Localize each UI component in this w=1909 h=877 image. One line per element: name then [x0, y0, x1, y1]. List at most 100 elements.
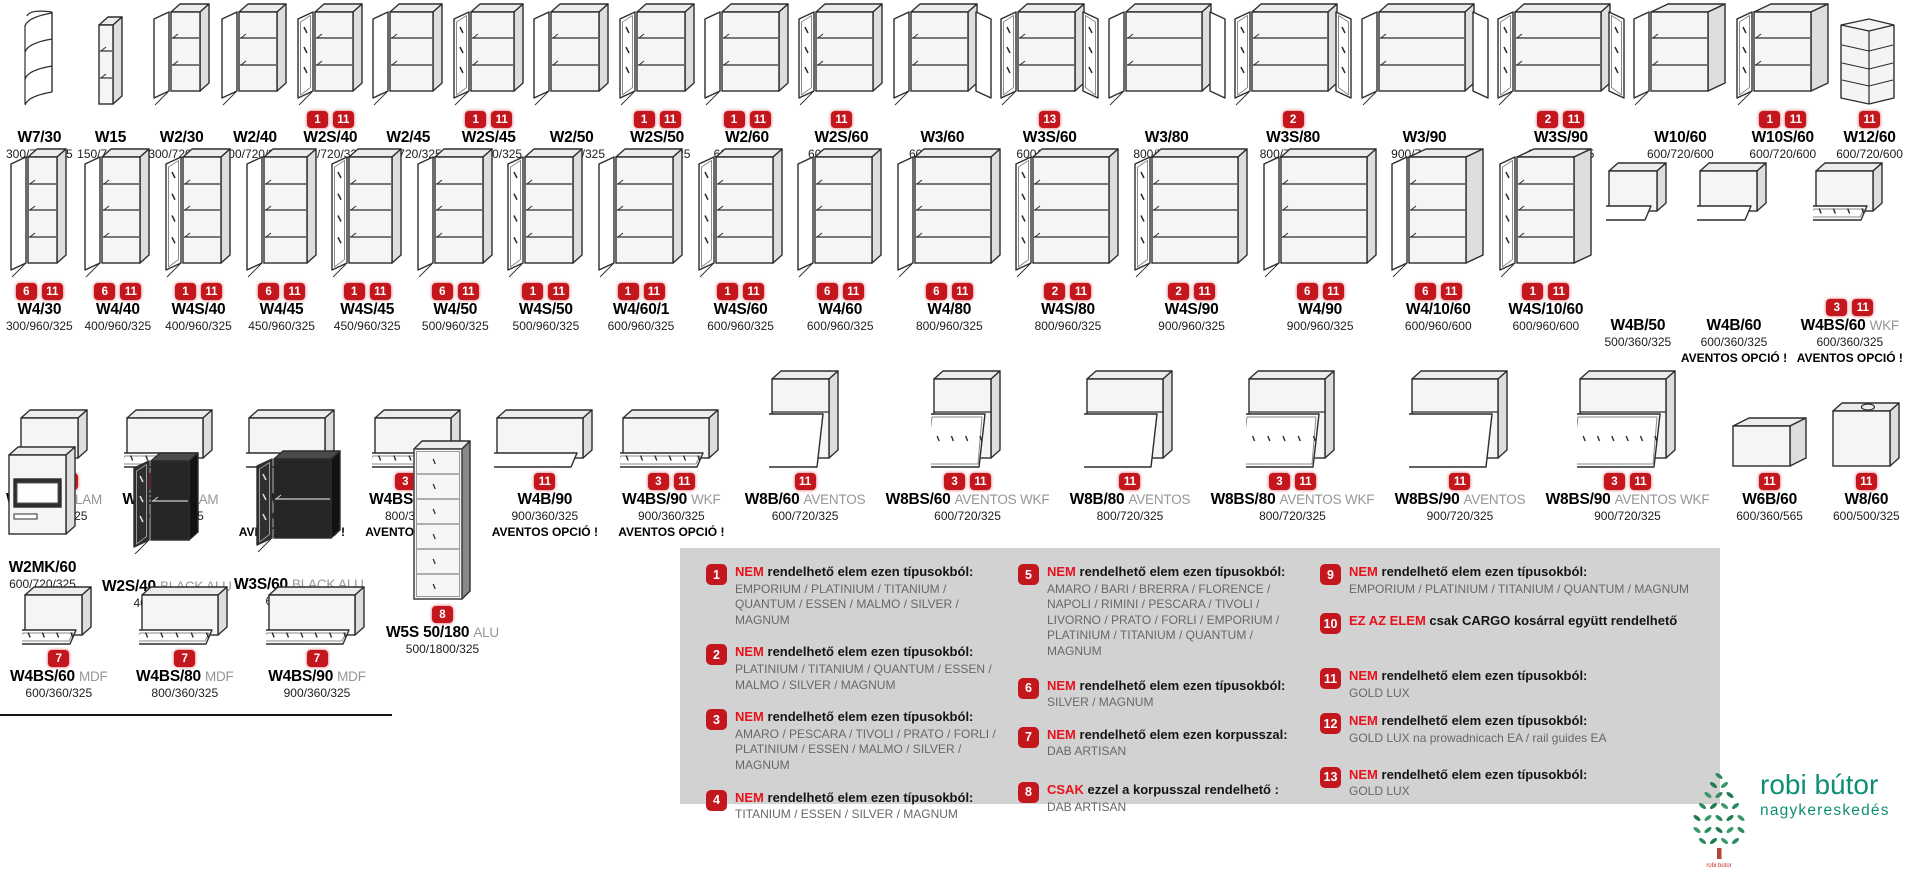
- item-name: W3S/90: [1533, 129, 1588, 146]
- item-name: W4BS/60 WKF: [1800, 317, 1900, 334]
- legend-keyword: NEM: [1349, 766, 1378, 782]
- legend-heading: rendelhető elem ezen típusokból:: [1079, 564, 1286, 579]
- item-name: W4BS/60 MDF: [10, 668, 108, 685]
- item-dimensions: 600/360/325: [25, 685, 93, 700]
- item-name: W4B/90: [517, 491, 573, 508]
- item-dimensions: 300/960/325: [6, 318, 73, 333]
- catalog-item: 11 W8B/80 AVENTOS 800/720/325: [1070, 368, 1191, 524]
- legend-item: 7 NEM rendelhető elem ezen korpusszal: DAB…: [1018, 726, 1300, 760]
- item-dimensions: 600/500/325: [1833, 508, 1900, 523]
- item-name: W4BS/90 WKF: [622, 491, 721, 508]
- item-name: W4/80: [927, 301, 972, 318]
- cabinet-icon: [1408, 368, 1511, 470]
- item-name: W4/90: [1298, 301, 1343, 318]
- cabinet-icon: [1359, 2, 1491, 108]
- item-note: AVENTOS OPCIÓ !: [618, 524, 725, 539]
- cabinet-icon: [266, 586, 368, 647]
- badge-row: 6 11: [94, 282, 142, 301]
- item-dimensions: 900/960/325: [1286, 318, 1354, 333]
- restriction-badge: 11: [284, 283, 306, 300]
- badge-row: 1 11: [174, 282, 222, 301]
- item-name: W4/10/60: [1405, 301, 1471, 318]
- item-suffix: WKF: [691, 492, 721, 507]
- legend-item: 1 NEM rendelhető elem ezen típusokból: EMP…: [706, 564, 998, 628]
- cabinet-icon: [96, 2, 126, 108]
- badge-row: 1 11: [343, 282, 391, 301]
- cabinet-icon: [1697, 146, 1770, 296]
- legend-heading: rendelhető elem ezen típusokból:: [767, 564, 974, 579]
- badge-row: 7: [174, 649, 196, 668]
- item-name: W7/30: [17, 129, 62, 146]
- item-name: W4/40: [95, 301, 140, 318]
- badge-row: 2 11: [1168, 282, 1216, 301]
- logo-subtitle: nagykereskedés: [1760, 802, 1890, 820]
- legend-keyword: NEM: [735, 709, 764, 725]
- restriction-badge: 11: [41, 283, 63, 300]
- item-note: AVENTOS OPCIÓ !: [1796, 350, 1903, 365]
- item-name: W12/60: [1843, 129, 1896, 146]
- badge-row: 6 11: [1296, 282, 1344, 301]
- item-name: W2MK/60: [8, 559, 77, 576]
- badge-row: 1 11: [1522, 282, 1570, 301]
- catalog-item: W2/30 300/720/325: [148, 2, 215, 162]
- badge-row: 1 11: [306, 110, 354, 129]
- restriction-badge: 11: [1759, 473, 1781, 490]
- cabinet-icon: [1083, 368, 1176, 470]
- restriction-badge: 1: [306, 111, 328, 128]
- badge-row: 1 11: [633, 110, 681, 129]
- cabinet-icon: [895, 146, 1004, 280]
- item-name: W4S/40: [171, 301, 226, 318]
- item-name: W2/60: [725, 129, 769, 146]
- item-dimensions: 600/960/325: [607, 318, 675, 333]
- catalog-item: W2/45 450/720/325: [370, 2, 446, 162]
- badge-row: 1 11: [465, 110, 513, 129]
- restriction-badge: 11: [1322, 283, 1344, 300]
- catalog-item: 11 W8BS/90 AVENTOS 900/720/325: [1395, 368, 1526, 524]
- cabinet-icon: [617, 2, 698, 108]
- legend-item: 5 NEM rendelhető elem ezen típusokból: AMA…: [1018, 564, 1300, 660]
- catalog-item: 6 11 W4/45 450/960/325: [244, 146, 320, 334]
- item-name: W4B/60: [1706, 317, 1762, 334]
- restriction-badge: 6: [816, 283, 838, 300]
- restriction-badge: 11: [659, 111, 681, 128]
- legend-keyword: NEM: [1349, 713, 1378, 729]
- badge-row: 11: [1855, 472, 1877, 491]
- badge-row: 6 11: [1414, 282, 1462, 301]
- item-dimensions: 900/360/325: [637, 508, 705, 523]
- restriction-badge: 2: [1282, 111, 1304, 128]
- restriction-badge: 11: [1563, 111, 1585, 128]
- item-dimensions: 500/360/325: [1604, 334, 1672, 349]
- cabinet-icon: [1389, 146, 1487, 280]
- legend-box: 1 NEM rendelhető elem ezen típusokból: EMP…: [680, 548, 1720, 821]
- restriction-badge: 11: [1630, 473, 1651, 490]
- legend-heading: rendelhető elem ezen típusokból:: [767, 644, 974, 660]
- legend-item: 4 NEM rendelhető elem ezen típusokból: TIT…: [706, 789, 998, 823]
- restriction-badge: 6: [925, 283, 947, 300]
- item-dimensions: 600/720/325: [771, 508, 839, 523]
- badge-row: 6 11: [15, 282, 63, 301]
- badge-row: 11: [830, 110, 852, 129]
- item-suffix: AVENTOS: [1128, 492, 1191, 507]
- legend-heading: ezzel a korpusszal rendelhető :: [1087, 781, 1279, 797]
- cabinet-icon: [329, 146, 405, 280]
- item-dimensions: 600/720/600: [1749, 146, 1817, 161]
- legend-body: SILVER / MAGNUM: [1047, 695, 1154, 710]
- legend-number-badge: 11: [1320, 668, 1341, 690]
- legend-number-badge: 8: [1018, 781, 1039, 803]
- cabinet-icon: [1631, 2, 1729, 108]
- item-name: W15: [94, 129, 127, 146]
- restriction-badge: 11: [830, 111, 852, 128]
- cabinet-icon: [163, 146, 234, 280]
- restriction-badge: 11: [120, 283, 142, 300]
- item-name: W2/40: [233, 129, 277, 146]
- restriction-badge: 11: [1070, 283, 1092, 300]
- restriction-badge: 2: [1537, 111, 1559, 128]
- cabinet-icon: [410, 440, 474, 603]
- item-name: W4BS/80 MDF: [136, 668, 234, 685]
- badge-row: 6 11: [816, 282, 864, 301]
- legend-item: 13 NEM rendelhető elem ezen típusokból: GO…: [1320, 766, 1712, 800]
- cabinet-row-2: 6 11 W4/30 300/960/325 6 11 W4/40 400/960/325 1 1…: [6, 146, 1903, 366]
